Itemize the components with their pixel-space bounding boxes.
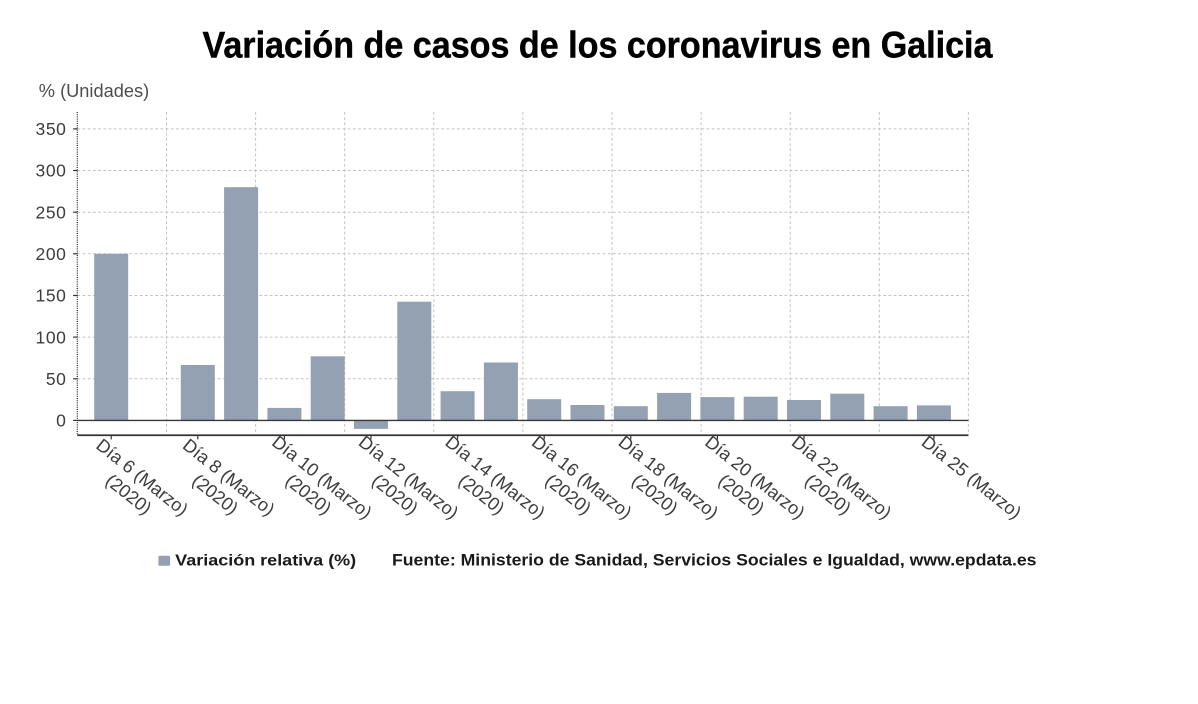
svg-text:0: 0	[56, 411, 66, 431]
svg-text:Fuente: Ministerio de Sanidad,: Fuente: Ministerio de Sanidad, Servicios…	[392, 551, 1037, 570]
svg-text:Variación relativa (%): Variación relativa (%)	[175, 552, 356, 569]
svg-text:350: 350	[36, 119, 67, 139]
svg-text:Variación de casos de los coro: Variación de casos de los coronavirus en…	[203, 24, 994, 66]
svg-text:250: 250	[36, 202, 67, 222]
svg-text:200: 200	[36, 244, 67, 264]
svg-text:% (Unidades): % (Unidades)	[39, 81, 149, 101]
svg-text:100: 100	[36, 327, 67, 347]
svg-text:150: 150	[36, 286, 67, 306]
svg-text:300: 300	[36, 161, 67, 181]
svg-text:50: 50	[46, 369, 67, 389]
